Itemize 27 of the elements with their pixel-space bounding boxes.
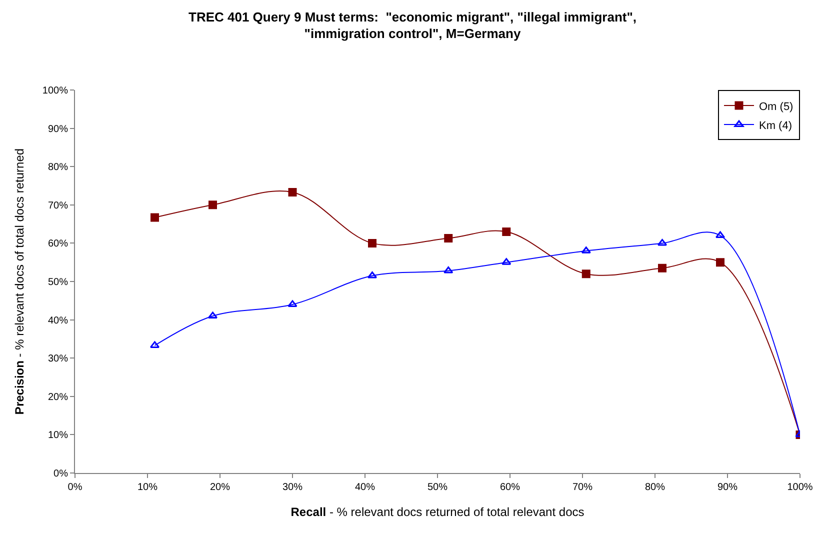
y-tick-label: 20% (48, 392, 68, 403)
y-tick-label: 10% (48, 430, 68, 442)
x-tick-label: 0% (68, 482, 82, 493)
x-tick-label: 50% (427, 482, 448, 493)
x-tick-label: 70% (572, 482, 593, 493)
y-tick-label: 0% (54, 468, 68, 480)
x-tick-label: 100% (787, 482, 813, 493)
legend-label: Om (5) (759, 100, 794, 113)
x-tick-label: 30% (282, 482, 303, 493)
y-tick-label: 30% (48, 354, 68, 365)
x-axis-title: Recall - % relevant docs returned of total relevant docs (290, 504, 584, 519)
x-tick-label: 80% (644, 482, 666, 493)
x-tick-label: 10% (137, 482, 158, 493)
x-tick-label: 60% (500, 482, 520, 493)
y-tick-label: 80% (48, 162, 68, 174)
y-tick-label: 60% (48, 238, 68, 250)
y-tick-label: 40% (48, 315, 68, 326)
chart-title: TREC 401 Query 9 Must terms: "economic migrant", "illegal immigrant", "immigration control", M=Germany (188, 9, 636, 42)
x-tick-label: 40% (354, 482, 376, 493)
y-tick-label: 70% (48, 200, 68, 212)
x-tick-label: 20% (210, 482, 230, 493)
y-tick-label: 50% (48, 277, 68, 288)
legend-label: Km (4) (759, 120, 792, 132)
y-axis-title: Precision - % relevant docs of total docs returned (12, 148, 27, 415)
y-tick-label: 100% (42, 86, 68, 96)
y-tick-label: 90% (48, 124, 68, 135)
x-tick-label: 90% (717, 482, 738, 493)
